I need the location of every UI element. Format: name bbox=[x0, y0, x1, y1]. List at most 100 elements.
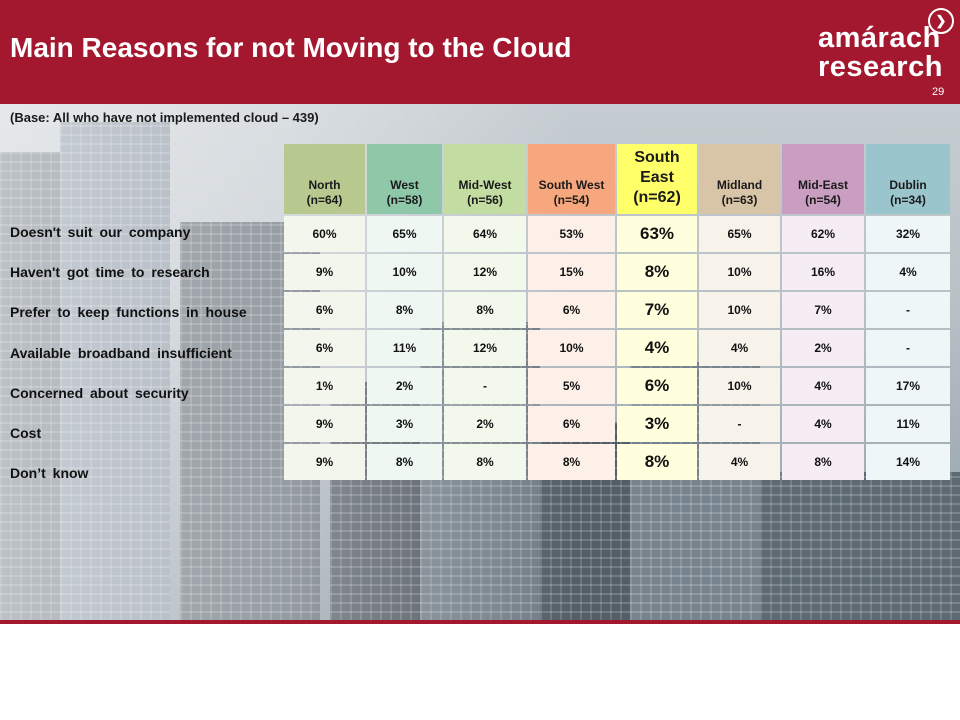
table-cell: 6% bbox=[528, 406, 615, 442]
table-cell: 2% bbox=[782, 330, 864, 366]
table-cell: 8% bbox=[367, 444, 442, 480]
table-row: 9% 3% 2% 6% 3% - 4% 11% bbox=[284, 406, 950, 442]
table-cell: 8% bbox=[444, 292, 526, 328]
column-header-south-west: South West (n=54) bbox=[528, 144, 615, 214]
chevron-right-icon: ❯ bbox=[928, 8, 954, 34]
logo-line-1: amárach bbox=[818, 22, 941, 54]
table-cell: 1% bbox=[284, 368, 365, 404]
table-cell: 4% bbox=[699, 330, 780, 366]
table-cell: 64% bbox=[444, 216, 526, 252]
table-cell: 5% bbox=[528, 368, 615, 404]
column-header-south-east: South East (n=62) bbox=[617, 144, 697, 214]
table-cell: 3% bbox=[367, 406, 442, 442]
table-cell: 12% bbox=[444, 330, 526, 366]
row-label-dont-know: Don’t know bbox=[10, 465, 89, 481]
table-cell: 6% bbox=[617, 368, 697, 404]
table-cell: 7% bbox=[617, 292, 697, 328]
table-cell: 8% bbox=[617, 254, 697, 290]
table-cell: 2% bbox=[367, 368, 442, 404]
table-cell: 32% bbox=[866, 216, 950, 252]
table-cell: 11% bbox=[866, 406, 950, 442]
column-sample-size: (n=54) bbox=[805, 193, 841, 207]
table-cell: 2% bbox=[444, 406, 526, 442]
table-cell: 10% bbox=[367, 254, 442, 290]
table-cell: 4% bbox=[782, 406, 864, 442]
column-sample-size: (n=34) bbox=[890, 193, 926, 207]
column-header-midland: Midland (n=63) bbox=[699, 144, 780, 214]
table-row: 9% 8% 8% 8% 8% 4% 8% 14% bbox=[284, 444, 950, 480]
logo-line-2: research bbox=[818, 51, 943, 83]
column-name: Midland bbox=[716, 178, 763, 192]
row-label-doesnt-suit: Doesn't suit our company bbox=[10, 224, 191, 240]
table-cell: 6% bbox=[528, 292, 615, 328]
table-cell: 9% bbox=[284, 444, 365, 480]
table-cell: 17% bbox=[866, 368, 950, 404]
table-cell: 8% bbox=[444, 444, 526, 480]
table-cell: 10% bbox=[528, 330, 615, 366]
table-row: 6% 8% 8% 6% 7% 10% 7% - bbox=[284, 292, 950, 328]
table-row: 1% 2% - 5% 6% 10% 4% 17% bbox=[284, 368, 950, 404]
column-sample-size: (n=62) bbox=[633, 189, 681, 206]
page-title: Main Reasons for not Moving to the Cloud bbox=[10, 32, 572, 63]
table-cell: 8% bbox=[782, 444, 864, 480]
column-sample-size: (n=54) bbox=[553, 193, 590, 207]
row-label-security: Concerned about security bbox=[10, 385, 189, 401]
table-cell: 65% bbox=[367, 216, 442, 252]
column-name: Mid-East bbox=[797, 178, 848, 192]
table-cell: 11% bbox=[367, 330, 442, 366]
table-cell: 6% bbox=[284, 292, 365, 328]
column-header-dublin: Dublin (n=34) bbox=[866, 144, 950, 214]
column-header-mid-east: Mid-East (n=54) bbox=[782, 144, 864, 214]
column-name: Mid-West bbox=[458, 178, 512, 192]
table-cell: 9% bbox=[284, 406, 365, 442]
title-banner: Main Reasons for not Moving to the Cloud… bbox=[0, 0, 960, 104]
table-cell: 3% bbox=[617, 406, 697, 442]
table-cell: 4% bbox=[617, 330, 697, 366]
table-cell: 65% bbox=[699, 216, 780, 252]
page-number: 29 bbox=[932, 86, 945, 98]
table-cell: - bbox=[444, 368, 526, 404]
table-cell: 8% bbox=[617, 444, 697, 480]
footer-rule bbox=[0, 620, 960, 624]
column-sample-size: (n=56) bbox=[467, 193, 503, 207]
table-cell: 53% bbox=[528, 216, 615, 252]
row-label-no-time: Haven't got time to research bbox=[10, 264, 210, 280]
table-cell: 62% bbox=[782, 216, 864, 252]
table-cell: 16% bbox=[782, 254, 864, 290]
table-cell: 63% bbox=[617, 216, 697, 252]
column-name: South East bbox=[634, 149, 680, 186]
table-cell: 9% bbox=[284, 254, 365, 290]
table-cell: - bbox=[699, 406, 780, 442]
column-sample-size: (n=58) bbox=[386, 193, 423, 207]
column-header-mid-west: Mid-West (n=56) bbox=[444, 144, 526, 214]
row-label-broadband: Available broadband insufficient bbox=[10, 345, 232, 361]
table-cell: - bbox=[866, 292, 950, 328]
table-cell: 6% bbox=[284, 330, 365, 366]
column-name: West bbox=[390, 178, 419, 192]
brand-logo: amárach research bbox=[818, 24, 943, 82]
table-cell: 10% bbox=[699, 368, 780, 404]
table-cell: 15% bbox=[528, 254, 615, 290]
table-cell: 4% bbox=[699, 444, 780, 480]
column-name: Dublin bbox=[889, 178, 927, 192]
row-label-cost: Cost bbox=[10, 425, 42, 441]
table-row: 6% 11% 12% 10% 4% 4% 2% - bbox=[284, 330, 950, 366]
table-cell: 14% bbox=[866, 444, 950, 480]
table-cell: 10% bbox=[699, 254, 780, 290]
column-sample-size: (n=63) bbox=[721, 193, 758, 207]
table-cell: 10% bbox=[699, 292, 780, 328]
column-name: North bbox=[308, 178, 341, 192]
column-name: South West bbox=[538, 178, 605, 192]
table-cell: 12% bbox=[444, 254, 526, 290]
table-cell: - bbox=[866, 330, 950, 366]
table-cell: 60% bbox=[284, 216, 365, 252]
regional-reasons-table: North (n=64) West (n=58) Mid-West (n=56)… bbox=[282, 142, 952, 482]
column-sample-size: (n=64) bbox=[306, 193, 343, 207]
row-label-in-house: Prefer to keep functions in house bbox=[10, 304, 247, 320]
base-note: (Base: All who have not implemented clou… bbox=[10, 110, 319, 125]
column-header-west: West (n=58) bbox=[367, 144, 442, 214]
table-row: 60% 65% 64% 53% 63% 65% 62% 32% bbox=[284, 216, 950, 252]
table-cell: 7% bbox=[782, 292, 864, 328]
table-cell: 8% bbox=[528, 444, 615, 480]
column-header-north: North (n=64) bbox=[284, 144, 365, 214]
